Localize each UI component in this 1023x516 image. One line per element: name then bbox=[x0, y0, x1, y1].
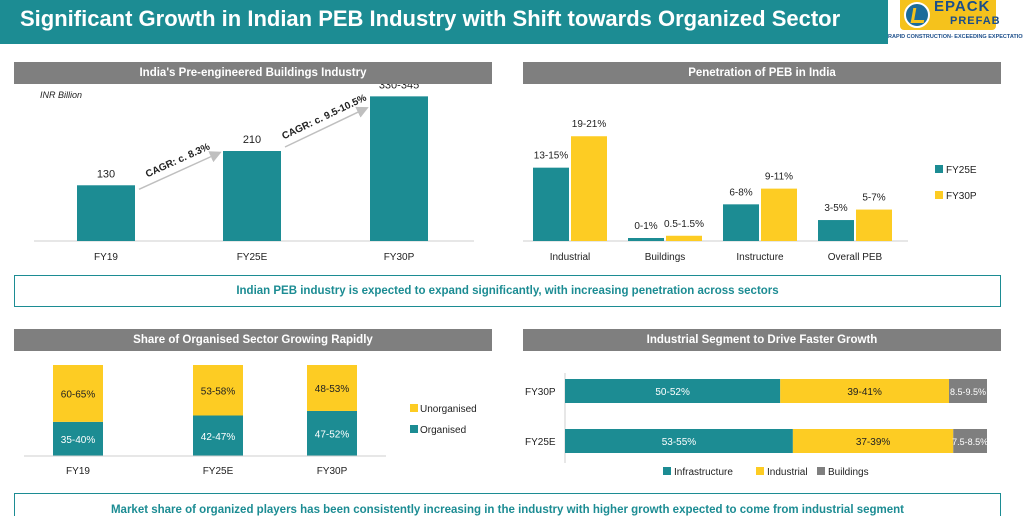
data-label-fy25e: 210 bbox=[243, 134, 261, 146]
data-label-industrial-fy30p: 39-41% bbox=[847, 387, 882, 398]
logo-sub: PREFAB bbox=[950, 15, 1001, 27]
bar-infrastructure-fy25e bbox=[565, 429, 793, 453]
logo-tagline: RAPID CONSTRUCTION- EXCEEDING EXPECTATIO… bbox=[888, 34, 1023, 40]
panel3-title: Share of Organised Sector Growing Rapidl… bbox=[14, 329, 492, 351]
data-label-fy30p-industrial: 19-21% bbox=[572, 119, 607, 130]
tick-label-fy25e: FY25E bbox=[525, 437, 556, 448]
legend-label-organised: Organised bbox=[420, 425, 466, 436]
tick-label-industrial: Industrial bbox=[550, 252, 591, 263]
bar-organised-fy30p bbox=[307, 410, 357, 456]
data-label-fy30p-buildings: 0.5-1.5% bbox=[664, 219, 704, 230]
tick-label-fy30p: FY30P bbox=[525, 387, 556, 398]
brand-logo: EPACK PREFAB RAPID CONSTRUCTION- EXCEEDI… bbox=[888, 0, 1023, 44]
page-title: Significant Growth in Indian PEB Industr… bbox=[20, 6, 841, 31]
bar-fy30p-industrial bbox=[571, 136, 607, 241]
bar-organised-fy19 bbox=[53, 421, 103, 456]
bar-fy25e-instructure bbox=[723, 204, 759, 241]
tick-label-buildings: Buildings bbox=[645, 252, 686, 263]
peb-industry-chart: INR Billion 130 FY19 210 FY25E 330-345 FY30P C… bbox=[34, 84, 474, 263]
data-label-fy30p: 330-345 bbox=[379, 84, 419, 91]
bar-fy25e-buildings bbox=[628, 238, 664, 241]
data-label-fy25e-overall-peb: 3-5% bbox=[824, 203, 847, 214]
bar-unorganised-fy30p bbox=[307, 365, 357, 411]
legend-label-unorganised: Unorganised bbox=[420, 404, 477, 415]
bottom-banner: Market share of organized players has be… bbox=[14, 493, 1001, 516]
bar-industrial-fy30p bbox=[780, 379, 950, 403]
tick-label-fy30p: FY30P bbox=[384, 252, 415, 263]
tick-label-fy30p: FY30P bbox=[317, 466, 348, 477]
panel4-title: Industrial Segment to Drive Faster Growt… bbox=[523, 329, 1001, 351]
bar-fy25e-industrial bbox=[533, 167, 569, 241]
top-banner: Indian PEB industry is expected to expan… bbox=[14, 275, 1001, 307]
cagr-label-2: CAGR: c. 9.5-10.5% bbox=[280, 93, 368, 143]
bar-fy30p bbox=[370, 96, 428, 241]
data-label-organised-fy19: 35-40% bbox=[61, 435, 96, 446]
data-label-organised-fy30p: 47-52% bbox=[315, 429, 350, 440]
data-label-infrastructure-fy30p: 50-52% bbox=[655, 387, 690, 398]
bar-organised-fy25e bbox=[193, 415, 243, 456]
legend-label-infrastructure: Infrastructure bbox=[674, 467, 733, 478]
bar-unorganised-fy19 bbox=[53, 365, 103, 422]
logo-building-icon bbox=[904, 2, 930, 28]
bar-unorganised-fy25e bbox=[193, 365, 243, 416]
bar-fy25e bbox=[223, 151, 281, 241]
data-label-fy25e-industrial: 13-15% bbox=[534, 151, 569, 162]
peb-penetration-chart: 13-15% 19-21% Industrial 0-1% 0.5-1.5% Buildi… bbox=[523, 119, 977, 263]
legend-label-industrial: Industrial bbox=[767, 467, 808, 478]
bar-fy25e-overall-peb bbox=[818, 220, 854, 241]
legend-swatch-fy25e bbox=[935, 165, 943, 173]
panel1-title: India's Pre-engineered Buildings Industr… bbox=[14, 62, 492, 84]
bar-fy30p-instructure bbox=[761, 188, 797, 241]
data-label-fy25e-instructure: 6-8% bbox=[729, 187, 752, 198]
bar-fy30p-buildings bbox=[666, 235, 702, 241]
data-label-buildings-fy30p: 8.5-9.5% bbox=[950, 387, 986, 397]
data-label-buildings-fy25e: 7.5-8.5% bbox=[952, 437, 988, 447]
panel2-title: Penetration of PEB in India bbox=[523, 62, 1001, 84]
legend-swatch-organised bbox=[410, 425, 418, 433]
data-label-fy30p-instructure: 9-11% bbox=[765, 172, 793, 183]
tick-label-fy25e: FY25E bbox=[203, 466, 234, 477]
legend-label-fy30p: FY30P bbox=[946, 191, 977, 202]
data-label-unorganised-fy30p: 48-53% bbox=[315, 384, 350, 395]
cagr-arrow-1 bbox=[138, 151, 222, 190]
tick-label-overall-peb: Overall PEB bbox=[828, 252, 883, 263]
logo-badge: EPACK PREFAB bbox=[900, 0, 1000, 30]
logo-name: EPACK bbox=[934, 0, 991, 15]
data-label-industrial-fy25e: 37-39% bbox=[856, 437, 891, 448]
tick-label-instructure: Instructure bbox=[736, 252, 784, 263]
bar-infrastructure-fy30p bbox=[565, 379, 781, 403]
bar-buildings-fy30p bbox=[949, 379, 987, 403]
data-label-fy30p-overall-peb: 5-7% bbox=[862, 193, 885, 204]
data-label-infrastructure-fy25e: 53-55% bbox=[662, 437, 697, 448]
data-label-unorganised-fy19: 60-65% bbox=[61, 389, 96, 400]
bar-fy30p-overall-peb bbox=[856, 209, 892, 241]
data-label-fy25e-buildings: 0-1% bbox=[634, 221, 657, 232]
legend-swatch-buildings bbox=[817, 467, 825, 475]
bar-industrial-fy25e bbox=[792, 429, 954, 453]
data-label-organised-fy25e: 42-47% bbox=[201, 432, 236, 443]
legend-label-fy25e: FY25E bbox=[946, 165, 977, 176]
data-label-unorganised-fy25e: 53-58% bbox=[201, 386, 236, 397]
industrial-segment-chart: 50-52% 39-41% 8.5-9.5% FY30P 53-55% 37-39% 7.5… bbox=[525, 373, 988, 478]
header-bar: Significant Growth in Indian PEB Industr… bbox=[0, 0, 888, 44]
cagr-arrow-2 bbox=[284, 106, 369, 148]
data-label-fy19: 130 bbox=[97, 168, 115, 180]
legend-swatch-infrastructure bbox=[663, 467, 671, 475]
tick-label-fy19: FY19 bbox=[66, 466, 90, 477]
tick-label-fy25e: FY25E bbox=[237, 252, 268, 263]
tick-label-fy19: FY19 bbox=[94, 252, 118, 263]
unit-label: INR Billion bbox=[40, 90, 82, 100]
legend-swatch-unorganised bbox=[410, 404, 418, 412]
organised-share-chart: 35-40% 60-65% FY19 42-47% 53-58% FY25E 47-52% 4… bbox=[24, 365, 477, 477]
legend-label-buildings: Buildings bbox=[828, 467, 869, 478]
legend-swatch-industrial bbox=[756, 467, 764, 475]
bar-buildings-fy25e bbox=[953, 429, 987, 453]
bar-fy19 bbox=[77, 185, 135, 241]
legend-swatch-fy30p bbox=[935, 191, 943, 199]
